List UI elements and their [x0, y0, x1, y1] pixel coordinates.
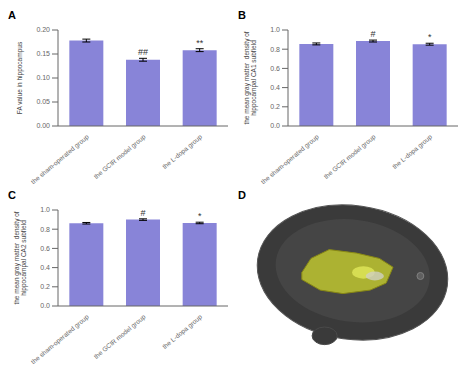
svg-text:**: **: [196, 38, 204, 48]
svg-text:0.4: 0.4: [270, 84, 280, 91]
svg-text:0.8: 0.8: [40, 226, 50, 233]
html-text:FA value in hippocampus: FA value in hippocampus: [16, 41, 24, 115]
svg-text:0.4: 0.4: [40, 264, 50, 271]
svg-text:0.6: 0.6: [270, 65, 280, 72]
svg-text:the L-dopa group: the L-dopa group: [391, 133, 434, 171]
svg-text:##: ##: [138, 47, 148, 57]
svg-text:the sham-operated group: the sham-operated group: [260, 133, 321, 184]
svg-text:1.0: 1.0: [40, 206, 50, 213]
svg-text:#: #: [370, 29, 375, 39]
html-text:the mean gray matter density o: the mean gray matter density of hippocam…: [242, 31, 257, 125]
svg-text:the sham-operated group: the sham-operated group: [30, 313, 91, 364]
svg-text:0.10: 0.10: [36, 74, 50, 81]
html-text:the mean gray matter density o: the mean gray matter density of hippocam…: [12, 211, 27, 305]
svg-text:0.00: 0.00: [36, 122, 50, 129]
html-text:D: D: [238, 189, 246, 201]
svg-text:0.2: 0.2: [270, 103, 280, 110]
svg-text:the L-dopa group: the L-dopa group: [161, 313, 204, 351]
svg-text:*: *: [198, 211, 202, 221]
svg-text:*: *: [428, 32, 432, 42]
svg-text:0.2: 0.2: [40, 283, 50, 290]
svg-text:the GCIR model group: the GCIR model group: [92, 313, 147, 361]
svg-text:0.15: 0.15: [36, 50, 50, 57]
svg-text:the sham-operated group: the sham-operated group: [30, 133, 91, 184]
svg-text:0.0: 0.0: [40, 302, 50, 309]
svg-text:0.05: 0.05: [36, 98, 50, 105]
html-text:A: A: [8, 9, 16, 21]
svg-text:0.20: 0.20: [36, 26, 50, 33]
svg-text:the GCIR model group: the GCIR model group: [92, 133, 147, 181]
svg-text:0.0: 0.0: [270, 122, 280, 129]
html-text:C: C: [8, 189, 16, 201]
svg-text:1.0: 1.0: [270, 26, 280, 33]
svg-text:0.8: 0.8: [270, 46, 280, 53]
svg-text:#: #: [140, 208, 145, 218]
html-text:B: B: [238, 9, 246, 21]
svg-text:the GCIR model group: the GCIR model group: [322, 133, 377, 181]
svg-text:0.6: 0.6: [40, 245, 50, 252]
svg-text:the L-dopa group: the L-dopa group: [161, 133, 204, 171]
